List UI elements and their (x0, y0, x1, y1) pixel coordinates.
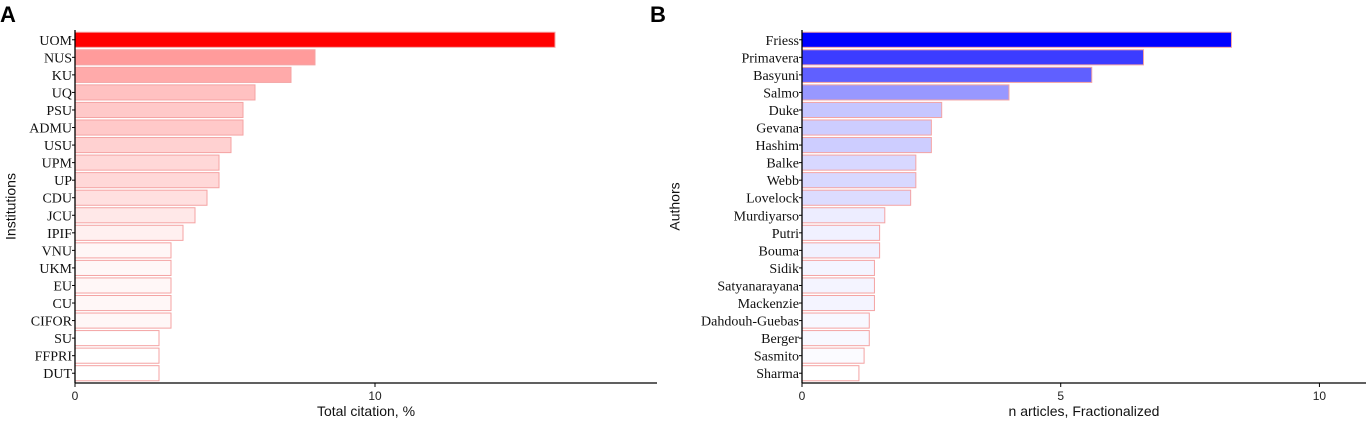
bar-su (74, 330, 160, 347)
bar-jcu (74, 207, 196, 224)
category-label: Sharma (756, 367, 800, 382)
category-label: Duke (769, 104, 799, 119)
category-label: Murdiyarso (734, 209, 799, 224)
category-label: EU (53, 279, 72, 294)
category-label: Lovelock (746, 192, 799, 207)
x-tick-label: 10 (1313, 389, 1327, 403)
category-label: DUT (43, 367, 72, 382)
x-axis-title: Total citation, % (317, 403, 415, 419)
bar-cdu (74, 189, 208, 206)
bar-gevana (801, 119, 932, 136)
category-label: Satyanarayana (717, 279, 799, 294)
bar-cu (74, 294, 172, 312)
category-label: Primavera (741, 51, 799, 66)
category-label: Mackenzie (738, 297, 799, 312)
category-label: NUS (44, 51, 72, 66)
panel-institutions: A UOM NUS KU UQ PSU ADMU USU UPM UP CDU JCU IPIF VNU U… (0, 2, 657, 419)
bar-up (74, 172, 220, 189)
bar-upm (74, 154, 220, 171)
category-label: CDU (42, 192, 72, 207)
bar-ipif (74, 224, 184, 241)
bar-uom (74, 31, 556, 48)
category-label: Basyuni (753, 69, 799, 84)
panel-letter: B (650, 2, 666, 27)
category-label: Dahdouh-Guebas (701, 315, 799, 330)
bar-satyanarayana (801, 277, 875, 294)
category-label: UP (54, 174, 72, 189)
category-label: Berger (761, 332, 799, 347)
category-label: Webb (767, 174, 799, 189)
bar-salmo (801, 84, 1010, 101)
category-label: CIFOR (31, 315, 73, 330)
bar-putri (801, 224, 881, 241)
category-label: PSU (46, 104, 72, 119)
category-label: IPIF (47, 227, 72, 242)
x-tick-label: 0 (72, 389, 79, 403)
category-label: Sasmito (754, 350, 799, 365)
bar-lovelock (801, 189, 912, 206)
bar-admu (74, 119, 244, 136)
bar-primavera (801, 49, 1145, 66)
category-label: FFPRI (35, 350, 73, 365)
category-label: CU (53, 297, 72, 312)
bar-berger (801, 330, 870, 347)
bar-friess (801, 31, 1232, 48)
category-label: VNU (42, 244, 72, 259)
bar-murdiyarso (801, 207, 886, 224)
bar-vnu (74, 242, 172, 259)
bar-bouma (801, 242, 881, 259)
bar-eu (74, 277, 172, 294)
bar-ffpri (74, 347, 160, 364)
panel-authors: B Friess Primavera Basyuni Salmo Duke Gevana Ha… (650, 2, 1366, 419)
category-label: Sidik (769, 262, 799, 277)
category-label: JCU (47, 209, 72, 224)
bar-psu (74, 101, 244, 119)
y-axis-title: Institutions (3, 173, 19, 240)
bar-sharma (801, 365, 860, 382)
category-label: UQ (52, 86, 72, 101)
bar-webb (801, 172, 917, 189)
category-label: Gevana (756, 122, 800, 137)
bar-sidik (801, 259, 875, 276)
bar-usu (74, 137, 232, 154)
category-label: KU (52, 69, 72, 84)
category-label: USU (44, 139, 72, 154)
bar-balke (801, 154, 917, 171)
bar-mackenzie (801, 294, 875, 312)
category-label: UOM (39, 34, 72, 49)
x-axis-title: n articles, Fractionalized (1009, 403, 1160, 419)
category-label: Hashim (755, 139, 799, 154)
bar-hashim (801, 137, 932, 154)
category-label: Putri (772, 227, 799, 242)
bar-uq (74, 84, 256, 101)
category-label: ADMU (29, 122, 72, 137)
x-tick-label: 5 (1057, 389, 1064, 403)
bar-cifor (74, 312, 172, 329)
bar-ukm (74, 259, 172, 276)
bar-nus (74, 49, 316, 66)
y-axis-title: Authors (667, 182, 683, 230)
category-label: Salmo (763, 86, 799, 101)
category-label: Balke (766, 157, 799, 172)
x-tick-label: 10 (368, 389, 382, 403)
bar-basyuni (801, 66, 1093, 83)
bar-dut (74, 365, 160, 382)
x-tick-label: 0 (799, 389, 806, 403)
category-label: Bouma (759, 244, 800, 259)
category-label: Friess (766, 34, 799, 49)
panel-letter: A (0, 2, 16, 27)
bar-ku (74, 66, 292, 83)
category-label: UPM (42, 157, 73, 172)
bar-dahdouh-guebas (801, 312, 870, 329)
category-label: SU (54, 332, 72, 347)
bar-duke (801, 101, 943, 119)
category-label: UKM (39, 262, 72, 277)
bar-sasmito (801, 347, 865, 364)
